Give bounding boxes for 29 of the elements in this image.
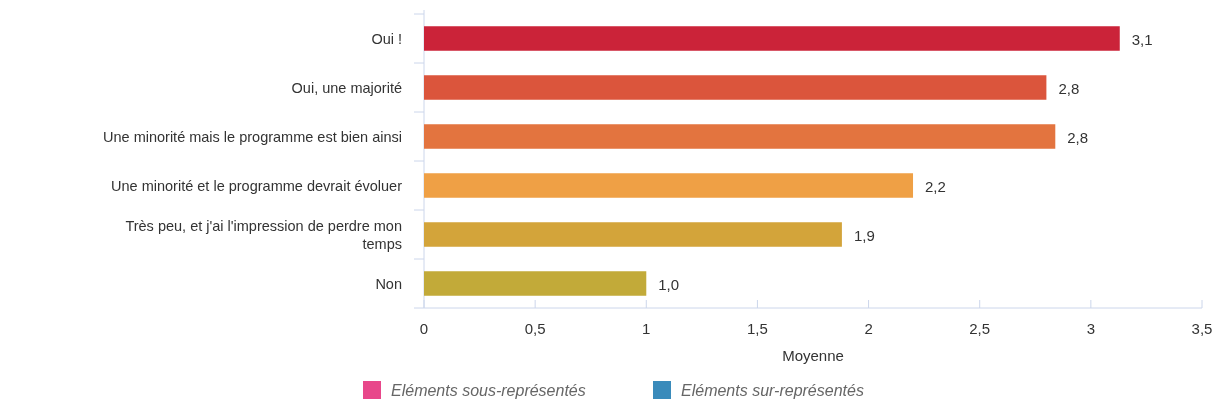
x-tick-label: 2 — [864, 320, 873, 337]
text: Eléments sur-représentés — [681, 382, 864, 399]
bar — [424, 271, 647, 296]
text: Eléments sous-représentés — [391, 382, 586, 399]
y-tick-label: Une minorité mais le programme est bien ainsi — [103, 128, 402, 145]
y-tick-label: Oui ! — [371, 30, 402, 47]
bar — [424, 75, 1047, 100]
y-tick-label: Non — [375, 275, 402, 292]
data-label: 2,8 — [1067, 128, 1089, 146]
x-tick-label: 1 — [642, 320, 651, 337]
x-tick-label: 3,5 — [1191, 320, 1213, 337]
y-tick-label: Oui, une majorité — [291, 79, 402, 96]
y-tick-label: Une minorité et le programme devrait évoluer — [111, 177, 403, 194]
bar — [424, 124, 1056, 149]
data-label: 2,8 — [1058, 79, 1080, 97]
x-tick-label: 0,5 — [524, 320, 546, 337]
bar — [424, 26, 1120, 51]
data-label: 3,1 — [1131, 30, 1153, 48]
x-tick-label: 3 — [1086, 320, 1096, 337]
data-label: 1,0 — [658, 275, 680, 293]
bar — [424, 222, 842, 247]
bar — [424, 173, 914, 198]
x-axis-title: Moyenne — [782, 347, 844, 364]
x-tick-label: 0 — [419, 320, 429, 337]
x-tick-label: 1,5 — [747, 320, 768, 337]
data-label: 2,2 — [925, 177, 946, 195]
y-tick-label: Très peu, et j'ai l'impression de perdre mon temps — [125, 217, 402, 252]
data-label: 1,9 — [853, 226, 875, 244]
x-tick-label: 2,5 — [969, 320, 991, 337]
